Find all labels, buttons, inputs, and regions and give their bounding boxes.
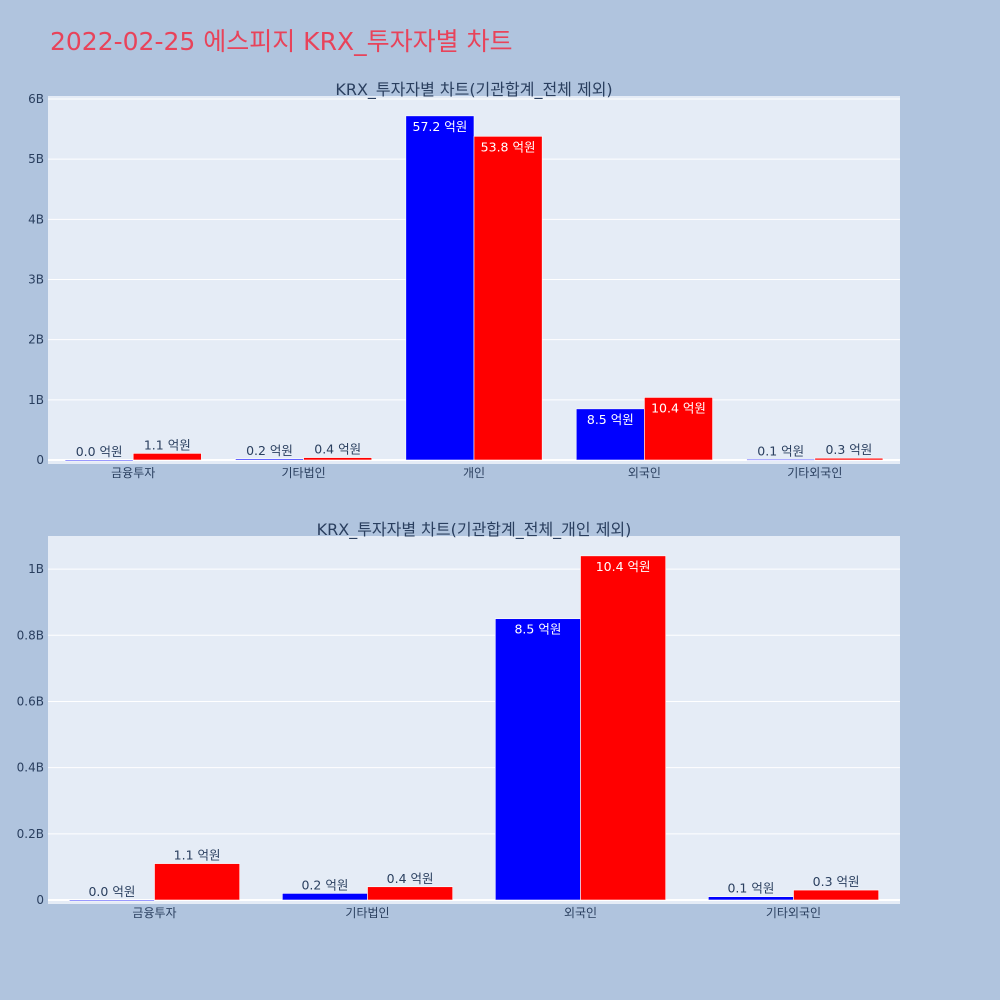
x-tick-label: 기타법인 bbox=[282, 466, 326, 480]
y-tick-label: 5B bbox=[28, 152, 44, 166]
data-label: 53.8 억원 bbox=[481, 139, 536, 154]
bar bbox=[644, 397, 713, 461]
bar bbox=[367, 886, 453, 901]
chart-title: KRX_투자자별 차트(기관합계_전체 제외) bbox=[335, 80, 612, 100]
data-label: 10.4 억원 bbox=[596, 559, 651, 574]
y-tick-label: 0.4B bbox=[17, 761, 44, 775]
data-label: 0.0 억원 bbox=[88, 884, 135, 899]
data-label: 57.2 억원 bbox=[413, 119, 468, 134]
bar bbox=[746, 459, 816, 461]
data-label: 0.4 억원 bbox=[387, 871, 434, 886]
bar bbox=[405, 115, 475, 461]
data-label: 8.5 억원 bbox=[587, 412, 634, 427]
x-tick-label: 금융투자 bbox=[111, 466, 155, 480]
data-label: 0.1 억원 bbox=[757, 443, 804, 458]
x-tick-label: 외국인 bbox=[564, 906, 597, 920]
chart-1: 0 1B 2B 3B 4B 5B 6B KRX_투자자별 차트(기관합계_전체 제외) 금융투자… bbox=[28, 80, 900, 480]
bar bbox=[303, 457, 373, 461]
y-tick-label: 0.6B bbox=[17, 694, 44, 708]
x-tick-label: 기타외국인 bbox=[787, 466, 842, 480]
plot-area bbox=[48, 536, 900, 904]
y-tick-label: 3B bbox=[28, 273, 44, 287]
data-label: 1.1 억원 bbox=[144, 437, 191, 452]
bar bbox=[814, 457, 884, 461]
data-label: 0.2 억원 bbox=[301, 877, 348, 892]
bar bbox=[64, 459, 134, 462]
data-label: 0.0 억원 bbox=[76, 444, 123, 459]
x-tick-label: 개인 bbox=[463, 466, 485, 480]
bar bbox=[281, 893, 368, 901]
x-tick-label: 기타법인 bbox=[345, 906, 389, 920]
bar bbox=[154, 863, 240, 901]
chart-title: KRX_투자자별 차트(기관합계_전체_개인 제외) bbox=[317, 520, 632, 540]
x-tick-label: 금융투자 bbox=[132, 906, 176, 920]
y-tick-label: 2B bbox=[28, 333, 44, 347]
y-tick-label: 0.8B bbox=[17, 628, 44, 642]
data-label: 0.1 억원 bbox=[727, 881, 774, 896]
bar bbox=[473, 136, 543, 461]
y-tick-label: 6B bbox=[28, 92, 44, 106]
data-label: 0.3 억원 bbox=[825, 442, 872, 457]
x-tick-label: 기타외국인 bbox=[766, 906, 821, 920]
bar bbox=[580, 555, 666, 901]
y-tick-label: 1B bbox=[28, 393, 44, 407]
x-tick-label: 외국인 bbox=[628, 466, 661, 480]
y-tick-label: 0.2B bbox=[17, 827, 44, 841]
y-tick-label: 1B bbox=[28, 562, 44, 576]
y-tick-label: 0 bbox=[36, 453, 44, 467]
data-label: 1.1 억원 bbox=[174, 848, 221, 863]
data-label: 8.5 억원 bbox=[514, 622, 561, 637]
bar bbox=[235, 458, 304, 461]
page-title: 2022-02-25 에스피지 KRX_투자자별 차트 bbox=[50, 27, 513, 56]
y-tick-label: 0 bbox=[36, 893, 44, 907]
bar bbox=[494, 618, 581, 901]
bar bbox=[69, 899, 155, 902]
bar bbox=[132, 453, 202, 461]
data-label: 0.2 억원 bbox=[246, 443, 293, 458]
bar bbox=[793, 889, 879, 901]
chart-2: 0 0.2B 0.4B 0.6B 0.8B 1B KRX_투자자별 차트(기관합계_전체_개… bbox=[17, 520, 900, 920]
data-label: 0.3 억원 bbox=[813, 874, 860, 889]
bar bbox=[707, 896, 794, 901]
data-label: 0.4 억원 bbox=[314, 442, 361, 457]
y-tick-label: 4B bbox=[28, 212, 44, 226]
bar bbox=[575, 408, 645, 461]
data-label: 10.4 억원 bbox=[651, 400, 706, 415]
